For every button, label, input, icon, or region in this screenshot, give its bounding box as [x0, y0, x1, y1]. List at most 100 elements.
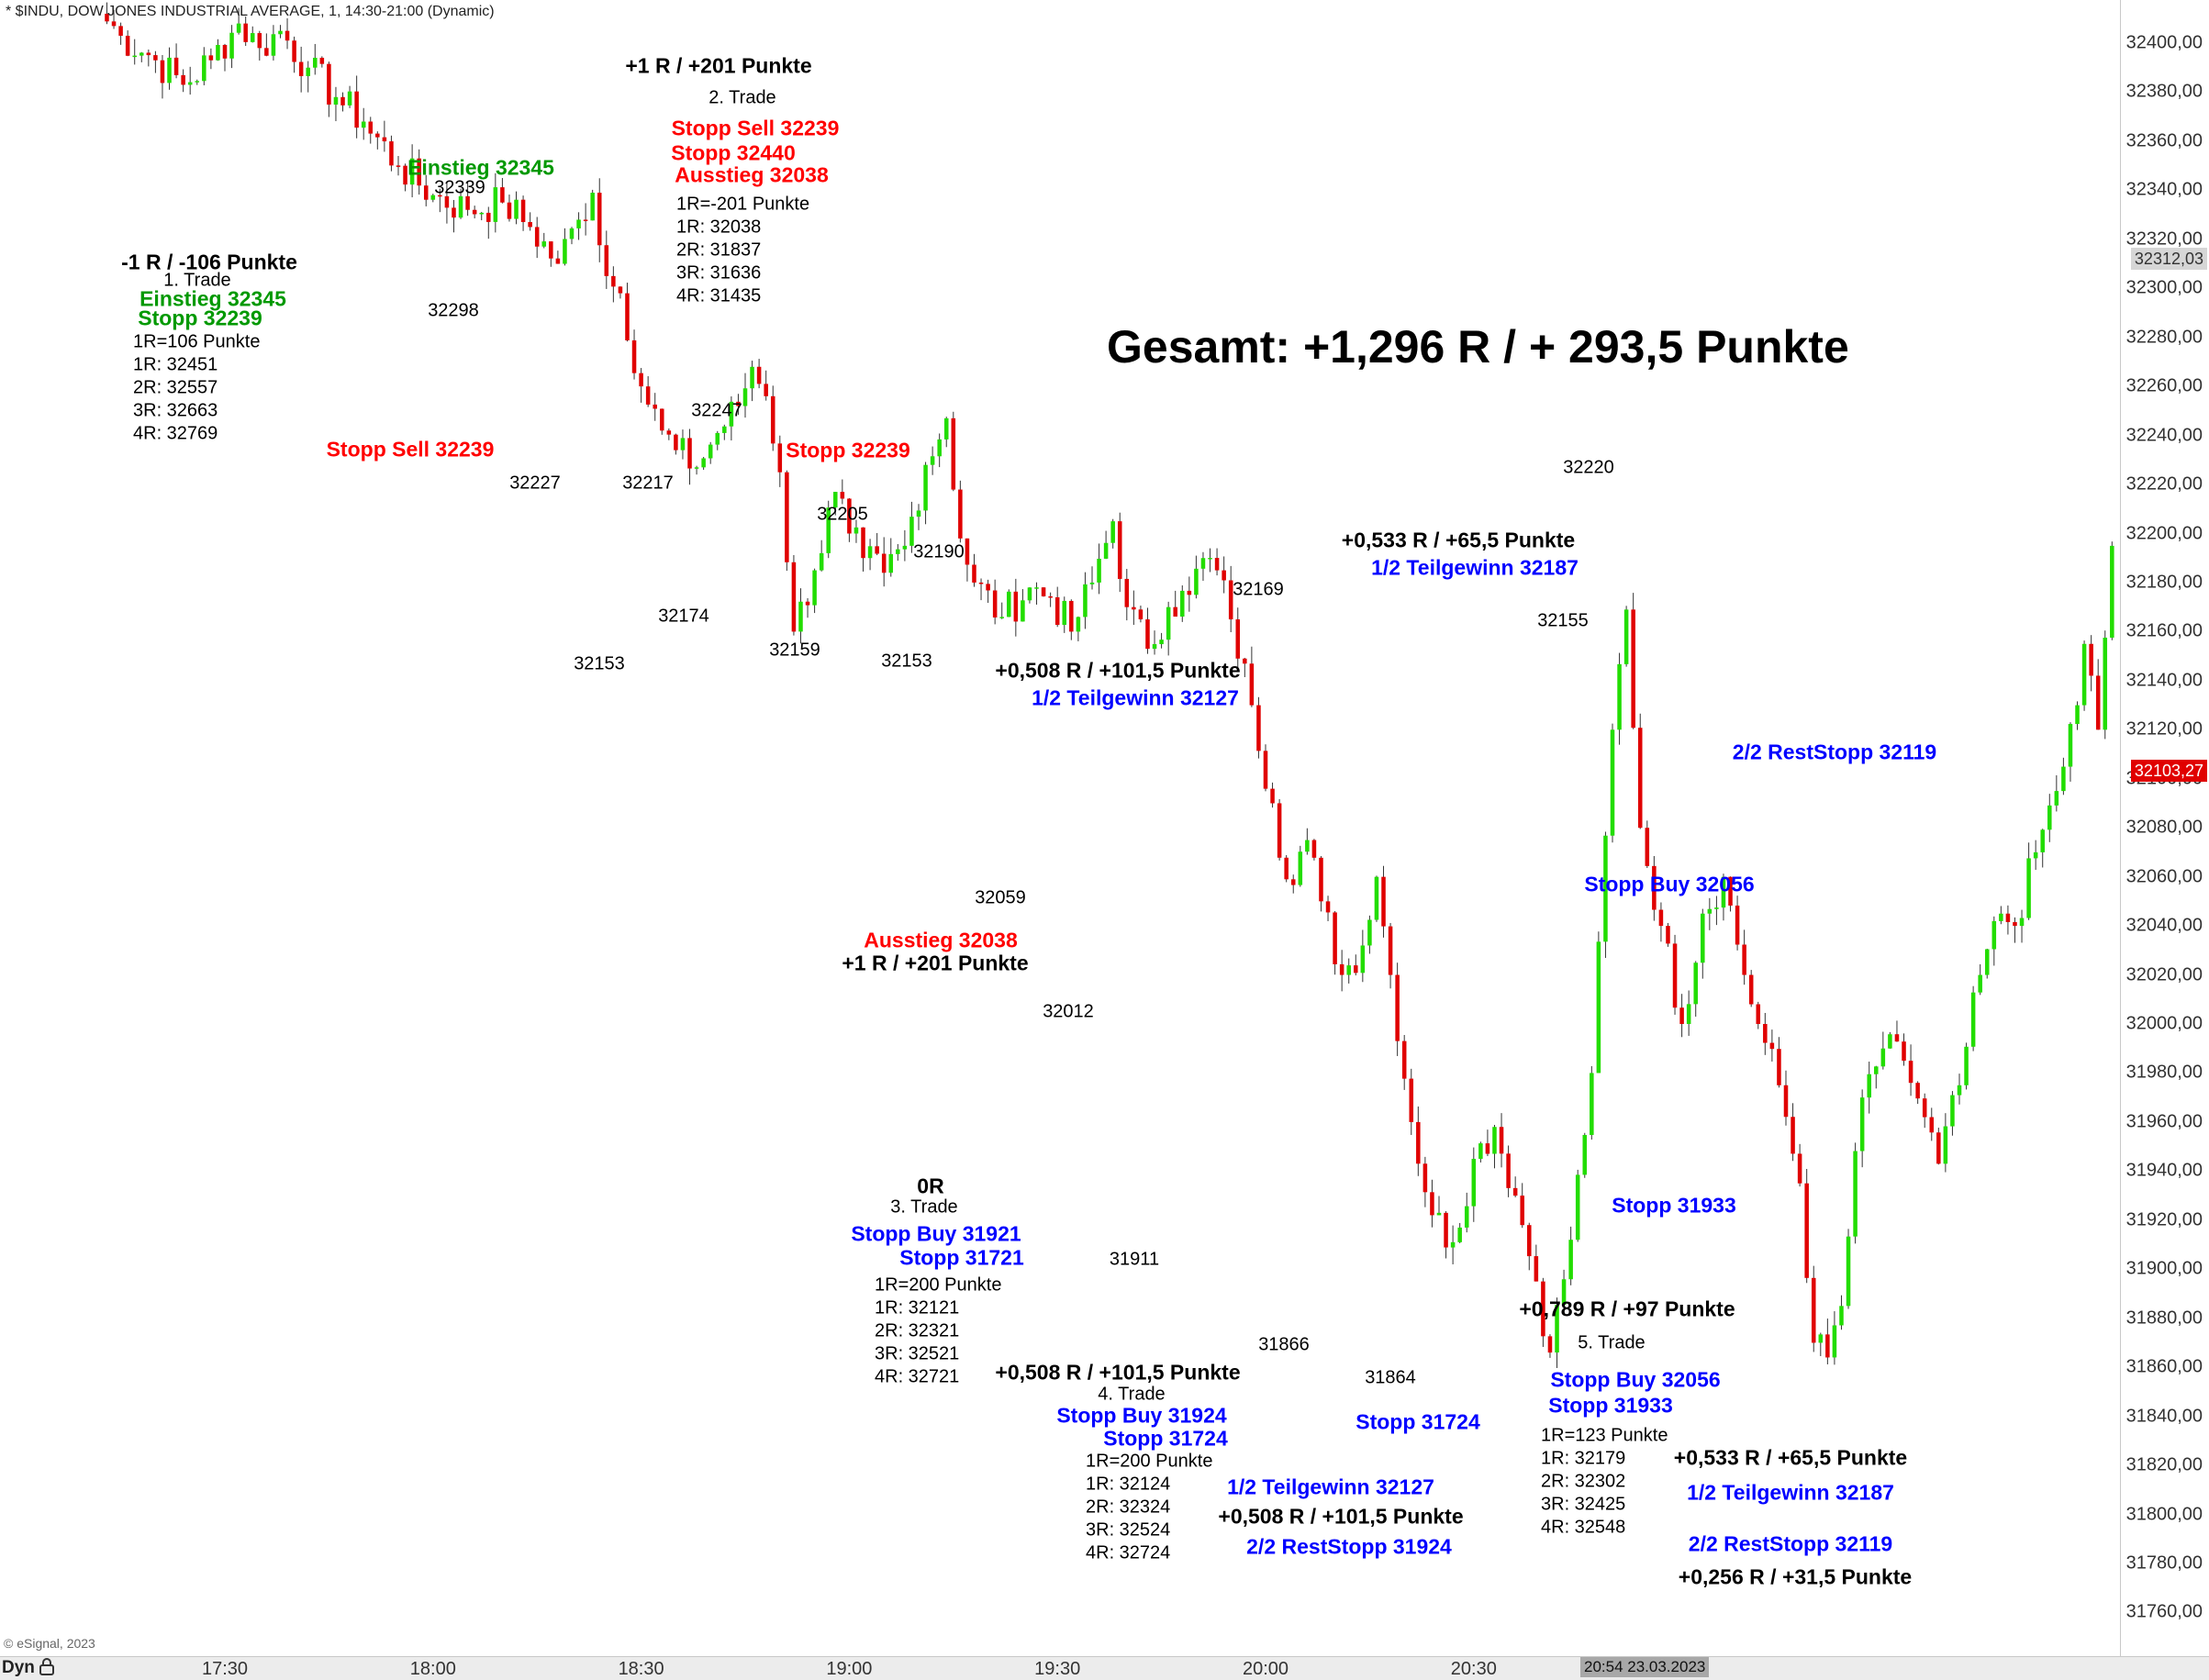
- price-tick-label: 31920,00: [2125, 1209, 2203, 1230]
- candle: [896, 544, 900, 562]
- time-tick-label: 19:30: [1034, 1659, 1081, 1679]
- trade2-stop-sell: Stopp Sell 32239: [671, 116, 840, 140]
- candle: [2068, 722, 2073, 782]
- candle: [1062, 596, 1067, 633]
- candle: [826, 500, 831, 559]
- candle: [1679, 994, 1684, 1038]
- price-axis[interactable]: 32400,00 32380,00 32360,00 32340,00 32320,00…: [2120, 0, 2209, 1656]
- candle: [208, 48, 214, 70]
- candle: [625, 283, 630, 342]
- level-label: 32155: [1537, 610, 1589, 631]
- dyn-label[interactable]: Dyn: [2, 1658, 35, 1677]
- candle: [1200, 551, 1206, 581]
- price-tick-label: 31860,00: [2125, 1356, 2203, 1377]
- candle: [1763, 1012, 1768, 1055]
- trade2-result: +1 R / +201 Punkte: [625, 53, 812, 78]
- trade5-top-half: 1/2 Teilgewinn 32187: [1371, 555, 1579, 580]
- candle: [243, 17, 248, 47]
- candle: [1610, 723, 1615, 843]
- price-tick-label: 32040,00: [2125, 915, 2203, 936]
- level-label: 32159: [769, 640, 820, 661]
- candle: [1159, 632, 1164, 649]
- candle: [687, 428, 692, 485]
- chart-plot-area[interactable]: [0, 0, 2120, 1656]
- candle: [923, 462, 928, 525]
- candle: [1943, 1113, 1948, 1173]
- candle: [1430, 1179, 1434, 1228]
- candle: [1853, 1142, 1858, 1244]
- candle: [1097, 543, 1101, 595]
- trade4-stop: Stopp 31724: [1103, 1426, 1228, 1451]
- candle: [146, 50, 151, 67]
- candle: [1735, 896, 1740, 951]
- level-label: 32153: [881, 651, 932, 672]
- candle: [1457, 1222, 1462, 1243]
- price-tick-label: 32380,00: [2125, 81, 2203, 102]
- candle: [389, 135, 394, 172]
- candle: [791, 554, 797, 636]
- candle: [576, 212, 581, 240]
- candle: [1894, 1020, 1900, 1042]
- candle: [549, 241, 553, 267]
- trade2-stop-marker: Stopp 32239: [786, 438, 910, 462]
- candle: [1874, 1065, 1879, 1089]
- trade1-name: 1. Trade: [163, 270, 231, 291]
- level-label: 32220: [1563, 457, 1614, 478]
- candle: [666, 428, 672, 440]
- candle: [1228, 565, 1233, 633]
- candle: [1360, 929, 1366, 983]
- price-tick-label: 32160,00: [2125, 620, 2203, 641]
- candle: [1693, 961, 1698, 1018]
- price-tick-label: 31960,00: [2125, 1111, 2203, 1132]
- level-label: 32298: [428, 300, 479, 321]
- candle: [909, 501, 914, 553]
- price-tick-label: 32320,00: [2125, 228, 2203, 250]
- price-tick-label: 31840,00: [2125, 1406, 2203, 1427]
- candle: [1797, 1143, 1802, 1187]
- candle: [1748, 970, 1754, 1007]
- candle: [382, 120, 387, 152]
- trade5-half-result: +0,533 R / +65,5 Punkte: [1673, 1445, 1908, 1470]
- candle: [1839, 1295, 1844, 1330]
- price-tick-label: 32240,00: [2125, 425, 2203, 446]
- candle: [1485, 1129, 1490, 1157]
- candle: [368, 117, 374, 144]
- price-tick-label: 32000,00: [2125, 1013, 2203, 1034]
- candle: [861, 527, 865, 572]
- candle: [417, 149, 421, 195]
- candle: [396, 155, 401, 176]
- candle: [375, 131, 380, 150]
- trade2-stop: Stopp 32440: [671, 140, 796, 165]
- time-tick-label: 19:00: [826, 1659, 873, 1679]
- candle: [500, 177, 505, 204]
- price-tick-label: 32140,00: [2125, 670, 2203, 691]
- lock-icon[interactable]: [39, 1657, 55, 1675]
- reference-price-badge: 32312,03: [2130, 248, 2207, 271]
- candle: [1999, 906, 2003, 925]
- candle: [1339, 950, 1344, 992]
- candle: [1499, 1113, 1504, 1168]
- level-label: 31864: [1365, 1367, 1416, 1388]
- candle: [181, 69, 185, 93]
- candle: [284, 17, 290, 50]
- candle: [1436, 1196, 1442, 1216]
- level-label: 32190: [913, 541, 965, 562]
- trade2-3r: 3R: 31636: [676, 262, 762, 284]
- trade4-2r: 2R: 32324: [1086, 1496, 1171, 1518]
- candle: [1208, 548, 1212, 573]
- candle: [479, 211, 484, 221]
- candle: [1701, 908, 1705, 979]
- trade1-3r: 3R: 32663: [133, 400, 218, 421]
- candle: [1444, 1211, 1448, 1259]
- candle: [785, 470, 789, 572]
- candle: [1263, 744, 1268, 792]
- candle: [1769, 1029, 1775, 1062]
- candle: [1132, 590, 1136, 625]
- candle: [618, 286, 623, 299]
- time-axis[interactable]: 17:30 18:00 18:30 19:00 19:30 20:00 20:30: [0, 1656, 2209, 1680]
- candle: [2047, 794, 2052, 842]
- trade2-1r: 1R: 32038: [676, 217, 762, 238]
- candle: [770, 385, 775, 451]
- candle: [563, 228, 567, 266]
- level-label: 32217: [622, 473, 674, 494]
